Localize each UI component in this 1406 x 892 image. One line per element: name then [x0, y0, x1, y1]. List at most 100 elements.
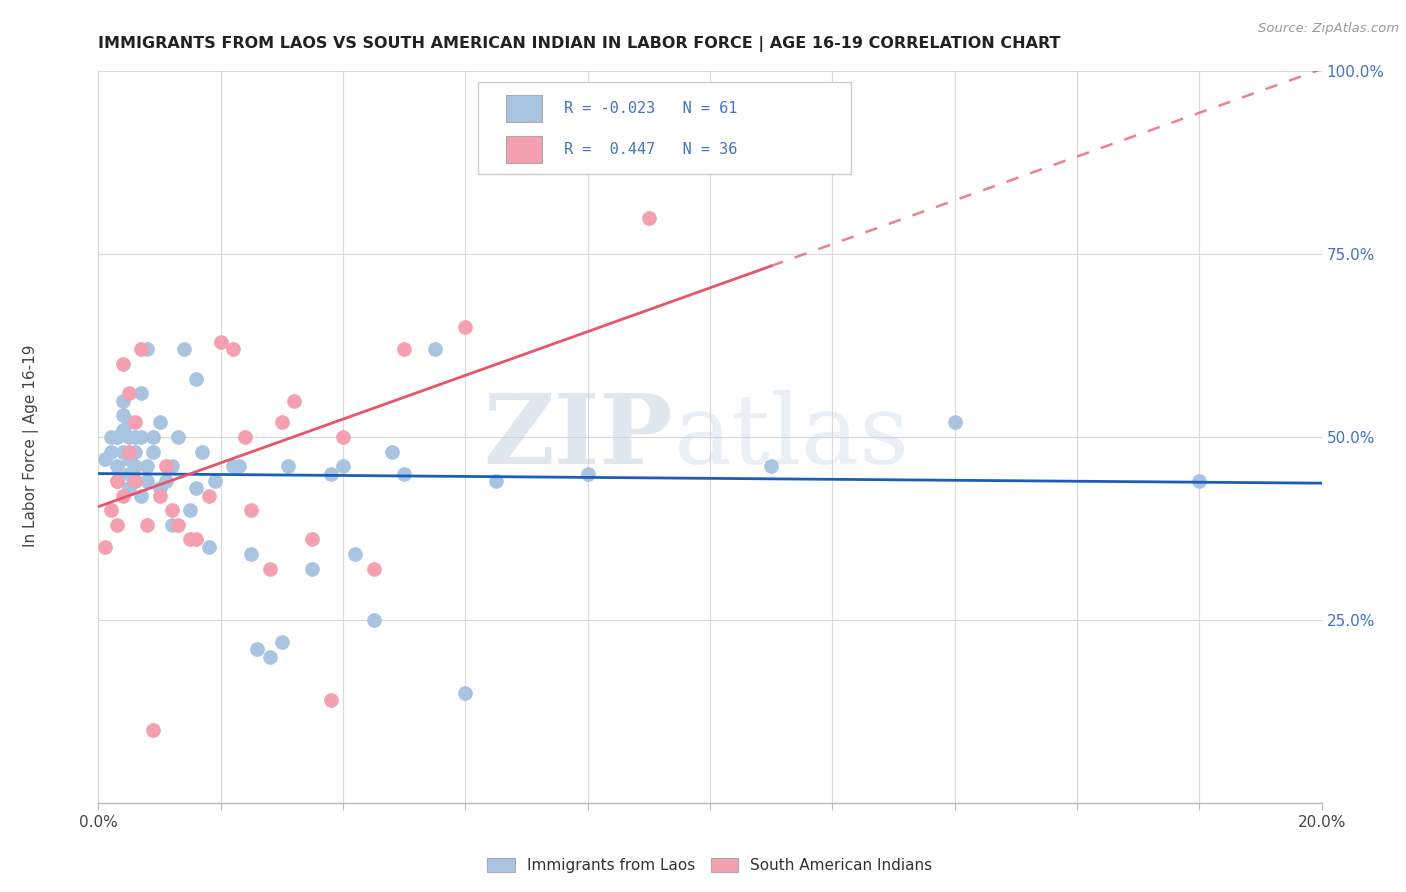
Point — [344, 547, 367, 561]
Point — [332, 459, 354, 474]
Point — [93, 540, 115, 554]
Point — [118, 416, 141, 430]
Point — [111, 423, 134, 437]
Point — [233, 430, 256, 444]
Legend: Immigrants from Laos, South American Indians: Immigrants from Laos, South American Ind… — [481, 852, 939, 880]
Point — [167, 517, 190, 532]
Point — [204, 474, 226, 488]
Point — [129, 386, 152, 401]
Point — [759, 459, 782, 474]
Point — [191, 444, 214, 458]
Point — [186, 371, 208, 385]
Point — [118, 481, 141, 495]
Point — [759, 137, 782, 152]
Point — [576, 467, 599, 481]
Point — [142, 430, 165, 444]
Point — [111, 408, 134, 422]
Point — [149, 416, 172, 430]
Point — [270, 635, 292, 649]
Point — [105, 459, 128, 474]
Point — [301, 533, 323, 547]
Point — [186, 533, 208, 547]
Point — [332, 430, 354, 444]
Point — [637, 211, 661, 225]
Point — [270, 416, 292, 430]
Point — [240, 503, 263, 517]
Point — [283, 393, 305, 408]
Point — [392, 343, 416, 357]
Point — [124, 444, 146, 458]
Point — [136, 517, 159, 532]
Point — [111, 357, 134, 371]
Point — [240, 547, 263, 561]
Point — [259, 562, 281, 576]
Text: atlas: atlas — [673, 390, 910, 484]
Point — [118, 444, 141, 458]
Point — [246, 642, 269, 657]
Text: In Labor Force | Age 16-19: In Labor Force | Age 16-19 — [22, 344, 39, 548]
Point — [100, 430, 122, 444]
Point — [118, 386, 141, 401]
Point — [173, 343, 195, 357]
Point — [228, 459, 250, 474]
Point — [142, 444, 165, 458]
Point — [124, 474, 146, 488]
Point — [155, 474, 177, 488]
Point — [105, 474, 128, 488]
Point — [363, 613, 385, 627]
Point — [129, 430, 152, 444]
FancyBboxPatch shape — [506, 136, 543, 162]
Point — [186, 481, 208, 495]
Point — [124, 416, 146, 430]
Point — [129, 489, 152, 503]
Point — [100, 503, 122, 517]
Point — [124, 459, 146, 474]
Text: R = -0.023   N = 61: R = -0.023 N = 61 — [564, 101, 738, 116]
Point — [209, 334, 232, 349]
Point — [136, 343, 159, 357]
Point — [118, 467, 141, 481]
Point — [105, 430, 128, 444]
Point — [179, 533, 201, 547]
Text: ZIP: ZIP — [484, 390, 673, 484]
Point — [943, 416, 966, 430]
Point — [301, 562, 323, 576]
Text: R =  0.447   N = 36: R = 0.447 N = 36 — [564, 142, 738, 157]
Point — [160, 503, 183, 517]
Point — [155, 459, 177, 474]
FancyBboxPatch shape — [506, 95, 543, 122]
Point — [222, 459, 245, 474]
Point — [167, 430, 190, 444]
Point — [259, 649, 281, 664]
Point — [149, 489, 172, 503]
Point — [179, 503, 201, 517]
Text: IMMIGRANTS FROM LAOS VS SOUTH AMERICAN INDIAN IN LABOR FORCE | AGE 16-19 CORRELA: IMMIGRANTS FROM LAOS VS SOUTH AMERICAN I… — [98, 36, 1062, 52]
Point — [142, 723, 165, 737]
Point — [381, 444, 404, 458]
Point — [160, 459, 183, 474]
Point — [100, 444, 122, 458]
Point — [124, 474, 146, 488]
FancyBboxPatch shape — [478, 82, 851, 174]
Point — [160, 517, 183, 532]
Point — [363, 562, 385, 576]
Point — [197, 540, 219, 554]
Point — [118, 452, 141, 467]
Point — [105, 474, 128, 488]
Point — [111, 489, 134, 503]
Point — [197, 489, 219, 503]
Point — [392, 467, 416, 481]
Point — [1188, 474, 1211, 488]
Point — [222, 343, 245, 357]
Point — [277, 459, 299, 474]
Point — [454, 686, 477, 700]
Point — [516, 152, 538, 166]
Point — [319, 693, 342, 707]
Point — [129, 343, 152, 357]
Point — [423, 343, 446, 357]
Point — [485, 474, 508, 488]
Point — [454, 320, 477, 334]
Point — [118, 430, 141, 444]
Point — [93, 452, 115, 467]
Point — [136, 459, 159, 474]
